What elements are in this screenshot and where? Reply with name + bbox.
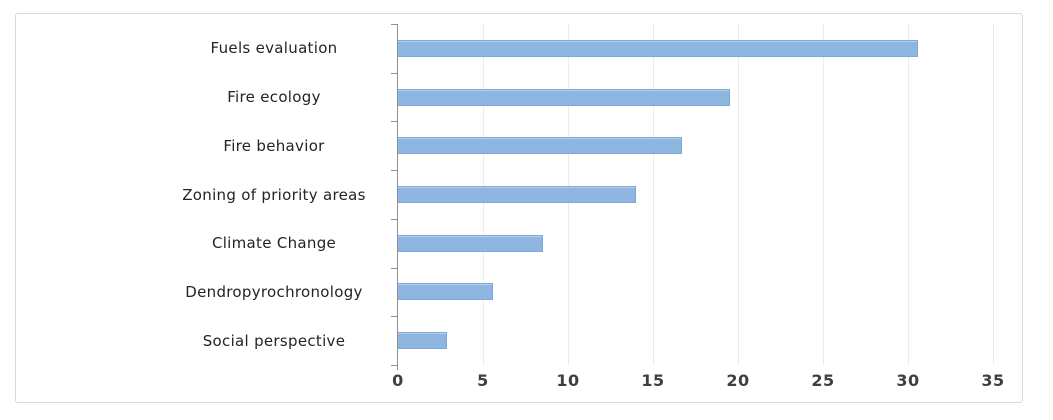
category-label-fire-ecology: Fire ecology xyxy=(227,88,321,107)
x-axis-tick-label-0: 0 xyxy=(392,371,404,390)
category-label-dendropyrochronology: Dendropyrochronology xyxy=(185,282,363,301)
plot-area: 0 5 10 15 20 25 30 35 xyxy=(391,24,1021,390)
x-axis-tick-label-35: 35 xyxy=(981,371,1005,390)
x-axis-tick-label-5: 5 xyxy=(477,371,489,390)
bar-fire-behavior xyxy=(398,137,682,155)
y-axis-tick-3 xyxy=(391,170,398,171)
gridline-15 xyxy=(653,24,654,365)
category-label-zoning-of-priority-areas: Zoning of priority areas xyxy=(182,185,366,204)
y-axis-tick-1 xyxy=(391,73,398,74)
y-axis-tick-5 xyxy=(391,268,398,269)
bar-social-perspective xyxy=(398,332,447,350)
x-axis-tick-label-15: 15 xyxy=(641,371,665,390)
gridline-20 xyxy=(738,24,739,365)
x-axis-tick-label-25: 25 xyxy=(811,371,835,390)
bar-dendropyrochronology xyxy=(398,283,493,301)
chart-frame: 0 5 10 15 20 25 30 35 Fuels evaluation Fire ecol… xyxy=(15,13,1023,403)
x-axis-zero-tick xyxy=(397,365,398,370)
gridline-30 xyxy=(908,24,909,365)
y-axis-tick-0 xyxy=(391,24,398,25)
x-axis-tick-label-10: 10 xyxy=(556,371,580,390)
bar-fuels-evaluation xyxy=(398,39,918,57)
bar-fire-ecology xyxy=(398,88,730,106)
category-label-social-perspective: Social perspective xyxy=(202,331,346,350)
bar-zoning-of-priority-areas xyxy=(398,186,636,203)
y-axis-tick-6 xyxy=(391,316,398,317)
y-axis-tick-2 xyxy=(391,121,398,122)
gridline-35 xyxy=(993,24,994,365)
x-axis-tick-label-20: 20 xyxy=(726,371,750,390)
category-label-climate-change: Climate Change xyxy=(211,234,337,253)
category-label-fuels-evaluation: Fuels evaluation xyxy=(210,39,338,58)
x-axis-tick-label-30: 30 xyxy=(896,371,920,390)
category-label-fire-behavior: Fire behavior xyxy=(223,136,325,155)
y-axis-tick-7 xyxy=(391,365,398,366)
bar-climate-change xyxy=(398,234,543,252)
y-axis-tick-4 xyxy=(391,219,398,220)
gridline-25 xyxy=(823,24,824,365)
